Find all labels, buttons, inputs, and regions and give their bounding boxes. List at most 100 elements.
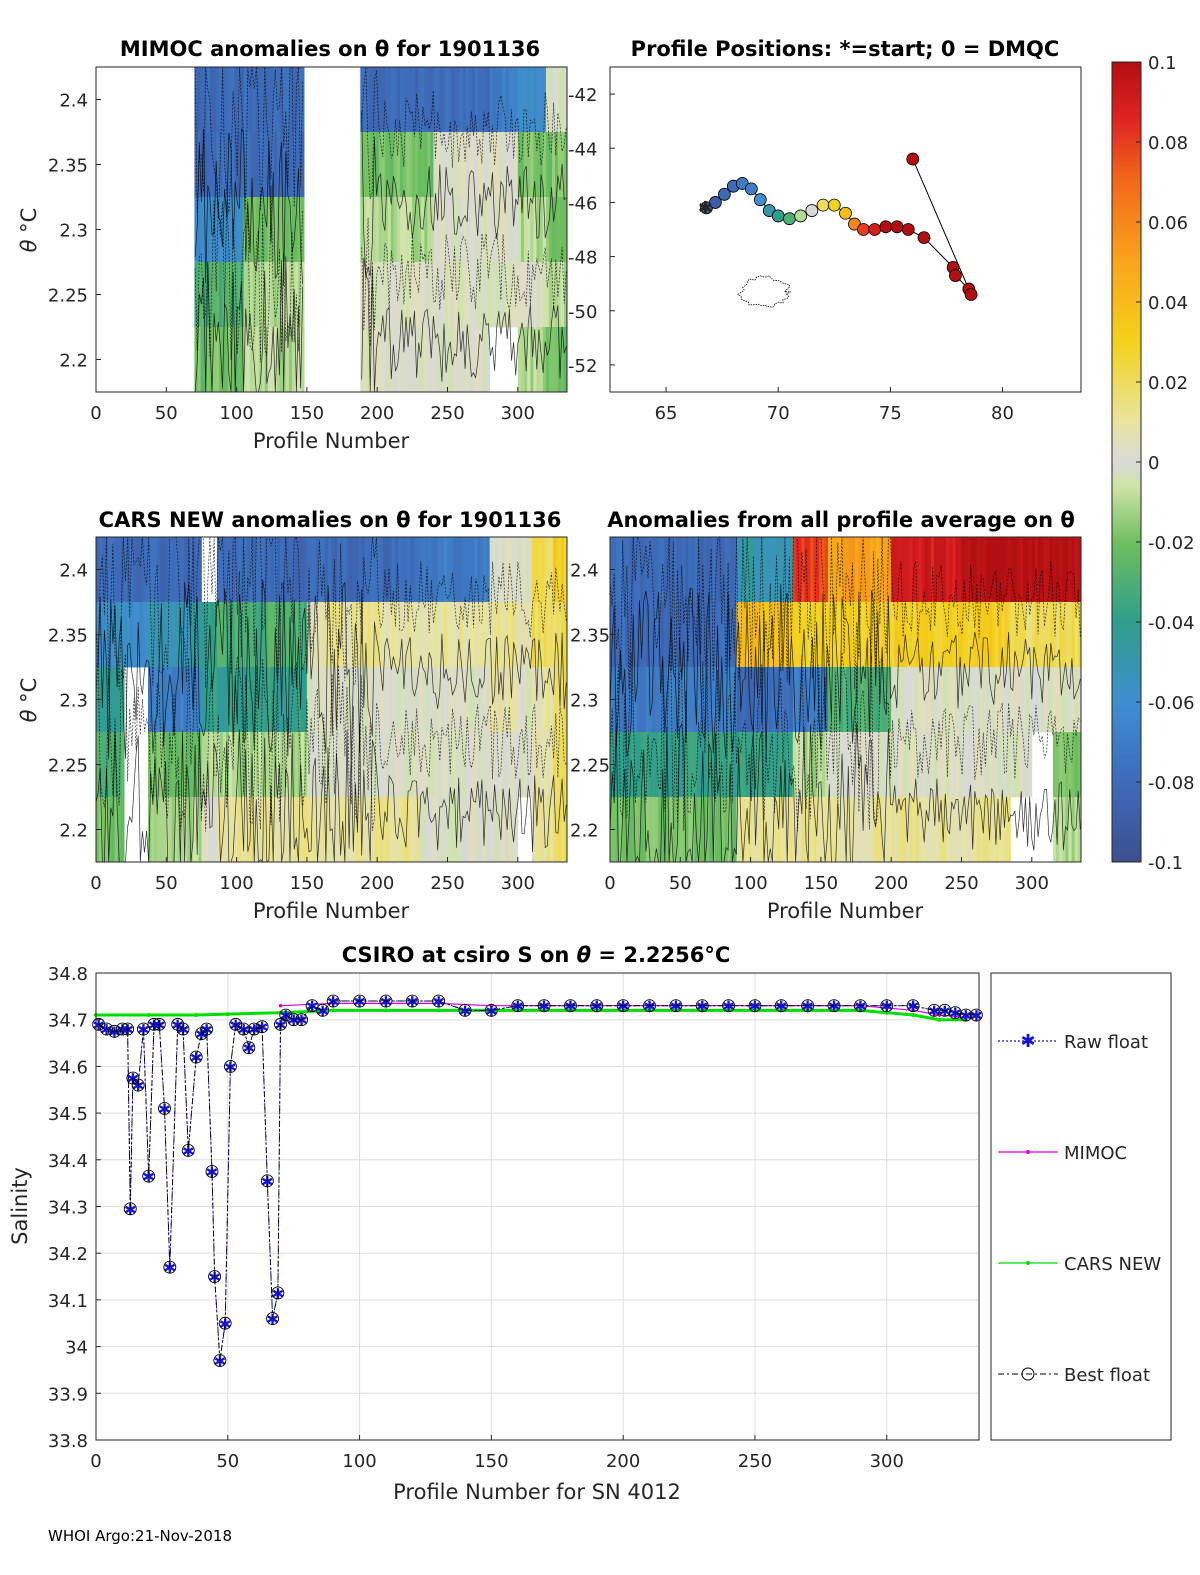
heatmap-cell <box>1022 667 1027 733</box>
heatmap-cell <box>537 732 542 798</box>
heatmap-cell <box>736 797 740 863</box>
heatmap-cell <box>679 602 683 668</box>
best-float-point <box>247 1022 261 1036</box>
heatmap-cell <box>192 537 196 603</box>
heatmap-cell <box>1007 732 1012 798</box>
heatmap-cell <box>388 667 393 733</box>
heatmap-cell <box>691 667 695 733</box>
svg-text:CARS NEW: CARS NEW <box>1064 1254 1161 1275</box>
heatmap-cell <box>763 537 767 603</box>
heatmap-cell <box>379 732 384 798</box>
heatmap-cell <box>983 797 987 863</box>
heatmap-cell <box>1019 732 1024 798</box>
heatmap-cell <box>240 132 245 198</box>
heatmap-cell <box>267 197 272 263</box>
heatmap-cell <box>385 537 390 603</box>
heatmap-cell <box>976 797 981 863</box>
heatmap-cell <box>431 667 436 733</box>
heatmap-cell <box>619 797 623 863</box>
heatmap-cell <box>449 797 454 863</box>
heatmap-cell <box>446 732 451 798</box>
heatmap-cell <box>688 667 692 733</box>
heatmap-cell <box>402 327 407 393</box>
x-tick-label: 150 <box>290 873 324 894</box>
heatmap-cell <box>261 797 266 863</box>
profile-position <box>879 220 893 234</box>
heatmap-cell <box>378 67 383 133</box>
heatmap-cell <box>897 667 901 733</box>
heatmap-cell <box>888 602 892 668</box>
heatmap-cell <box>554 67 559 133</box>
heatmap-cell <box>685 797 689 863</box>
heatmap-cell <box>183 602 188 668</box>
heatmap-cell <box>388 602 393 668</box>
heatmap-cell <box>891 602 895 668</box>
heatmap-cell <box>637 537 641 603</box>
heatmap-cell <box>879 732 883 798</box>
heatmap-cell <box>842 732 847 798</box>
heatmap-cell <box>222 732 227 798</box>
heatmap-cell <box>273 197 278 263</box>
heatmap-cell <box>225 667 230 733</box>
heatmap-cell <box>870 732 874 798</box>
heatmap-cell <box>625 667 629 733</box>
cars-ylabel: θ °C <box>17 678 41 723</box>
heatmap-cell <box>234 262 238 328</box>
heatmap-cell <box>502 197 506 263</box>
heatmap-cell <box>748 602 752 668</box>
heatmap-cell <box>961 732 965 798</box>
heatmap-cell <box>168 602 173 668</box>
heatmap-cell <box>483 667 488 733</box>
heatmap-cell <box>352 602 356 668</box>
heatmap-cell <box>751 602 755 668</box>
heatmap-cell <box>474 262 479 328</box>
mimoc-title: MIMOC anomalies on θ for 1901136 <box>120 37 540 61</box>
heatmap-cell <box>319 537 323 603</box>
heatmap-cell <box>970 667 975 733</box>
heatmap-cell <box>691 537 695 603</box>
heatmap-cell <box>237 797 242 863</box>
heatmap-cell <box>906 537 910 603</box>
heatmap-cell <box>276 797 281 863</box>
heatmap-cell <box>255 327 260 393</box>
heatmap-cell <box>456 602 460 668</box>
heatmap-cell <box>303 537 308 603</box>
heatmap-cell <box>204 797 209 863</box>
x-tick-label: 300 <box>1015 873 1049 894</box>
heatmap-cell <box>625 602 629 668</box>
heatmap-cell <box>363 132 367 198</box>
heatmap-cell <box>436 67 440 133</box>
heatmap-cell <box>194 132 198 198</box>
heatmap-cell <box>827 667 832 733</box>
heatmap-cell <box>798 797 802 863</box>
heatmap-cell <box>909 537 913 603</box>
heatmap-cell <box>526 732 530 798</box>
heatmap-cell <box>836 732 841 798</box>
heatmap-cell <box>499 797 503 863</box>
heatmap-cell <box>536 197 541 263</box>
heatmap-cell <box>468 197 473 263</box>
heatmap-cell <box>499 132 503 198</box>
heatmap-cell <box>882 602 886 668</box>
heatmap-cell <box>150 797 155 863</box>
heatmap-cell <box>294 732 299 798</box>
best-float-point <box>458 1003 472 1017</box>
heatmap-cell <box>228 197 232 263</box>
colorbar-tick-label: -0.02 <box>1148 533 1195 554</box>
heatmap-cell <box>454 67 458 133</box>
heatmap-cell <box>742 667 746 733</box>
heatmap-cell <box>381 262 386 328</box>
heatmap-cell <box>393 67 398 133</box>
profile-position <box>816 198 830 212</box>
heatmap-cell <box>508 197 512 263</box>
heatmap-cell <box>775 732 779 798</box>
heatmap-cell <box>545 67 550 133</box>
heatmap-cell <box>703 602 707 668</box>
heatmap-cell <box>511 67 516 133</box>
heatmap-cell <box>540 667 545 733</box>
heatmap-cell <box>177 732 182 798</box>
heatmap-cell <box>486 667 491 733</box>
heatmap-cell <box>150 667 155 733</box>
heatmap-cell <box>1056 537 1060 603</box>
heatmap-cell <box>331 797 335 863</box>
